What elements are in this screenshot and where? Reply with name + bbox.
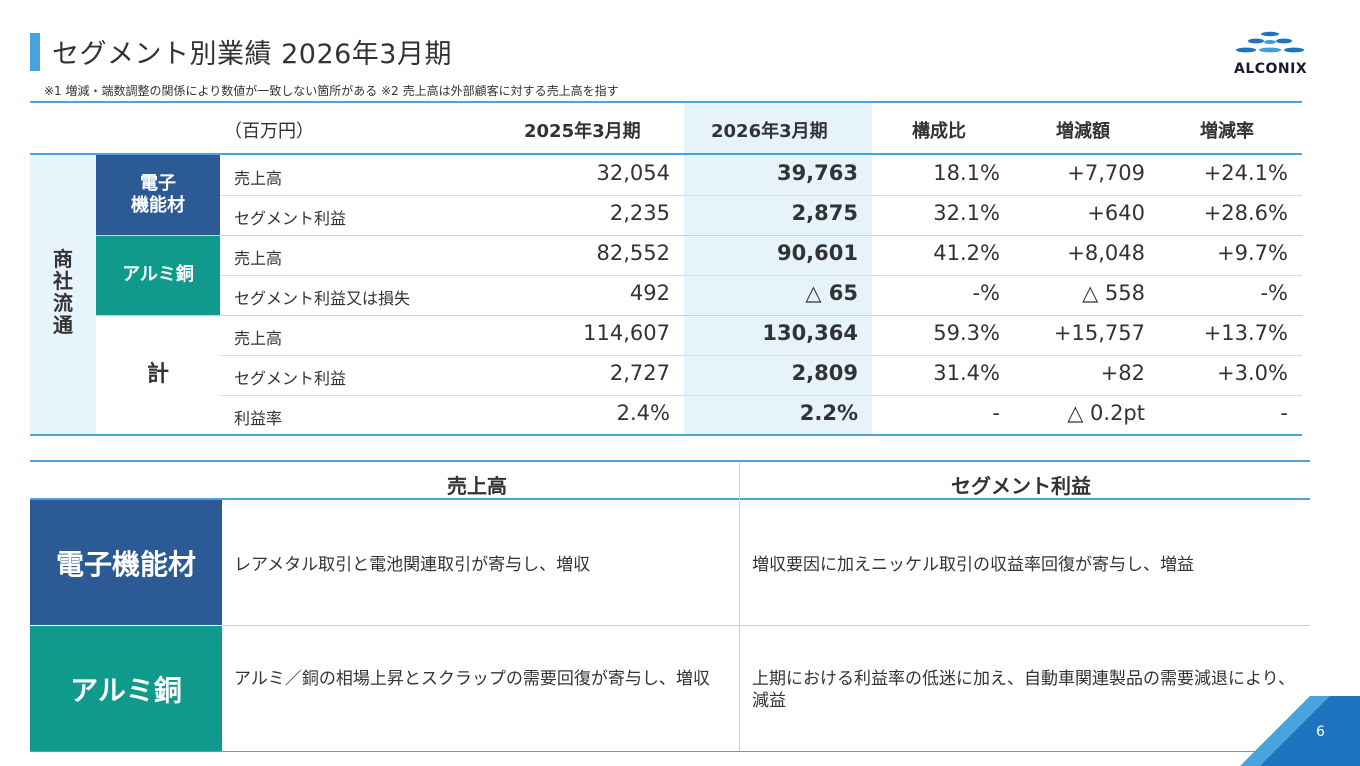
summary-header-border bbox=[30, 498, 1310, 500]
segment-electronic-label: 電子 機能材 bbox=[131, 173, 185, 216]
table-cell: 32.1% bbox=[933, 201, 1000, 225]
table-cell: - bbox=[992, 401, 1000, 425]
table-cell: 492 bbox=[629, 281, 670, 305]
table-cell: +640 bbox=[1087, 201, 1145, 225]
segment-aluminum-copper: アルミ銅 bbox=[96, 235, 220, 315]
segment-aluminum-copper-label: アルミ銅 bbox=[122, 264, 194, 285]
table-cell: 2,235 bbox=[609, 201, 670, 225]
col-header-fy2026: 2026年3月期 bbox=[711, 121, 828, 142]
summary-column-divider bbox=[739, 462, 740, 751]
table-cell: 31.4% bbox=[933, 361, 1000, 385]
summary-segment-aluminum-copper-label: アルミ銅 bbox=[70, 673, 182, 707]
table-cell: -% bbox=[972, 281, 1000, 305]
segment-electronic: 電子 機能材 bbox=[96, 155, 220, 235]
summary-segment-electronic: 電子機能材 bbox=[30, 500, 222, 625]
side-category-cell bbox=[30, 155, 96, 434]
col-header-change-amount: 増減額 bbox=[1056, 121, 1110, 142]
col-header-fy2025: 2025年3月期 bbox=[524, 121, 641, 142]
table-cell: +9.7% bbox=[1217, 241, 1288, 265]
table-cell: 2,875 bbox=[791, 201, 858, 225]
row-label: セグメント利益 bbox=[234, 369, 347, 388]
table-cell: △ 558 bbox=[1082, 281, 1145, 305]
summary-electronic-sales: レアメタル取引と電池関連取引が寄与し、増収 bbox=[234, 555, 591, 575]
summary-electronic-profit: 増収要因に加えニッケル取引の収益率回復が寄与し、増益 bbox=[752, 555, 1194, 575]
table-cell: +15,757 bbox=[1053, 321, 1145, 345]
summary-aluminum-copper-profit: 上期における利益率の低迷に加え、自動車関連製品の需要減退により、減益 bbox=[752, 669, 1295, 711]
summary-header-profit: セグメント利益 bbox=[951, 474, 1091, 498]
current-year-highlight bbox=[684, 103, 872, 434]
summary-segment-aluminum-copper: アルミ銅 bbox=[30, 626, 222, 751]
summary-aluminum-copper-sales: アルミ／銅の相場上昇とスクラップの需要回復が寄与し、増収 bbox=[234, 669, 710, 689]
corner-decoration-icon bbox=[1240, 696, 1360, 766]
table-cell: 2,727 bbox=[609, 361, 670, 385]
table-cell: +24.1% bbox=[1203, 161, 1288, 185]
row-label: 売上高 bbox=[234, 169, 283, 188]
table-cell: 41.2% bbox=[933, 241, 1000, 265]
table-cell: 2.4% bbox=[616, 401, 670, 425]
table-cell: △ 0.2pt bbox=[1067, 401, 1145, 425]
table-cell: 82,552 bbox=[596, 241, 670, 265]
summary-segment-electronic-label: 電子機能材 bbox=[55, 547, 196, 581]
row-label: セグメント利益 bbox=[234, 209, 347, 228]
row-label: セグメント利益又は損失 bbox=[234, 289, 411, 308]
table-cell: △ 65 bbox=[805, 281, 858, 305]
table-cell: 32,054 bbox=[596, 161, 670, 185]
table-cell: +82 bbox=[1100, 361, 1145, 385]
col-header-change-rate: 増減率 bbox=[1200, 121, 1254, 142]
table-cell: 2,809 bbox=[791, 361, 858, 385]
unit-label: （百万円） bbox=[224, 121, 314, 142]
table-bottom-border bbox=[30, 434, 1302, 436]
table-cell: 39,763 bbox=[776, 161, 858, 185]
table-cell: - bbox=[1280, 401, 1288, 425]
table-cell: 114,607 bbox=[583, 321, 670, 345]
summary-header-sales: 売上高 bbox=[447, 474, 507, 498]
table-cell: +7,709 bbox=[1067, 161, 1145, 185]
table-cell: 18.1% bbox=[933, 161, 1000, 185]
row-label: 売上高 bbox=[234, 249, 283, 268]
table-cell: +3.0% bbox=[1217, 361, 1288, 385]
title-accent-bar bbox=[30, 33, 40, 71]
page-number: 6 bbox=[1316, 724, 1325, 740]
row-divider bbox=[96, 235, 1302, 236]
segment-total: 計 bbox=[96, 315, 220, 434]
page-title: セグメント別業績 2026年3月期 bbox=[52, 39, 452, 70]
table-cell: +13.7% bbox=[1203, 321, 1288, 345]
table-top-border bbox=[30, 101, 1302, 103]
row-divider bbox=[220, 275, 1302, 276]
summary-top-border bbox=[30, 460, 1310, 462]
logo-text: ALCONIX bbox=[1234, 61, 1308, 77]
summary-row-divider bbox=[222, 625, 1310, 626]
table-cell: 2.2% bbox=[799, 401, 858, 425]
row-divider bbox=[220, 355, 1302, 356]
table-cell: +28.6% bbox=[1203, 201, 1288, 225]
table-header-border bbox=[30, 153, 1302, 155]
row-divider bbox=[220, 195, 1302, 196]
row-divider bbox=[220, 395, 1302, 396]
summary-bottom-border bbox=[30, 751, 1310, 752]
table-cell: +8,048 bbox=[1067, 241, 1145, 265]
alconix-logo-icon bbox=[1236, 31, 1304, 53]
table-cell: -% bbox=[1260, 281, 1288, 305]
col-header-composition: 構成比 bbox=[912, 121, 966, 142]
table-cell: 90,601 bbox=[776, 241, 858, 265]
row-divider bbox=[96, 315, 1302, 316]
row-label: 利益率 bbox=[234, 409, 283, 428]
segment-total-label: 計 bbox=[146, 361, 169, 387]
table-cell: 59.3% bbox=[933, 321, 1000, 345]
side-category-label: 商社流通 bbox=[53, 247, 73, 337]
row-label: 売上高 bbox=[234, 329, 283, 348]
table-cell: 130,364 bbox=[762, 321, 858, 345]
footnote: ※1 増減・端数調整の関係により数値が一致しない箇所がある ※2 売上高は外部顧… bbox=[44, 84, 619, 98]
